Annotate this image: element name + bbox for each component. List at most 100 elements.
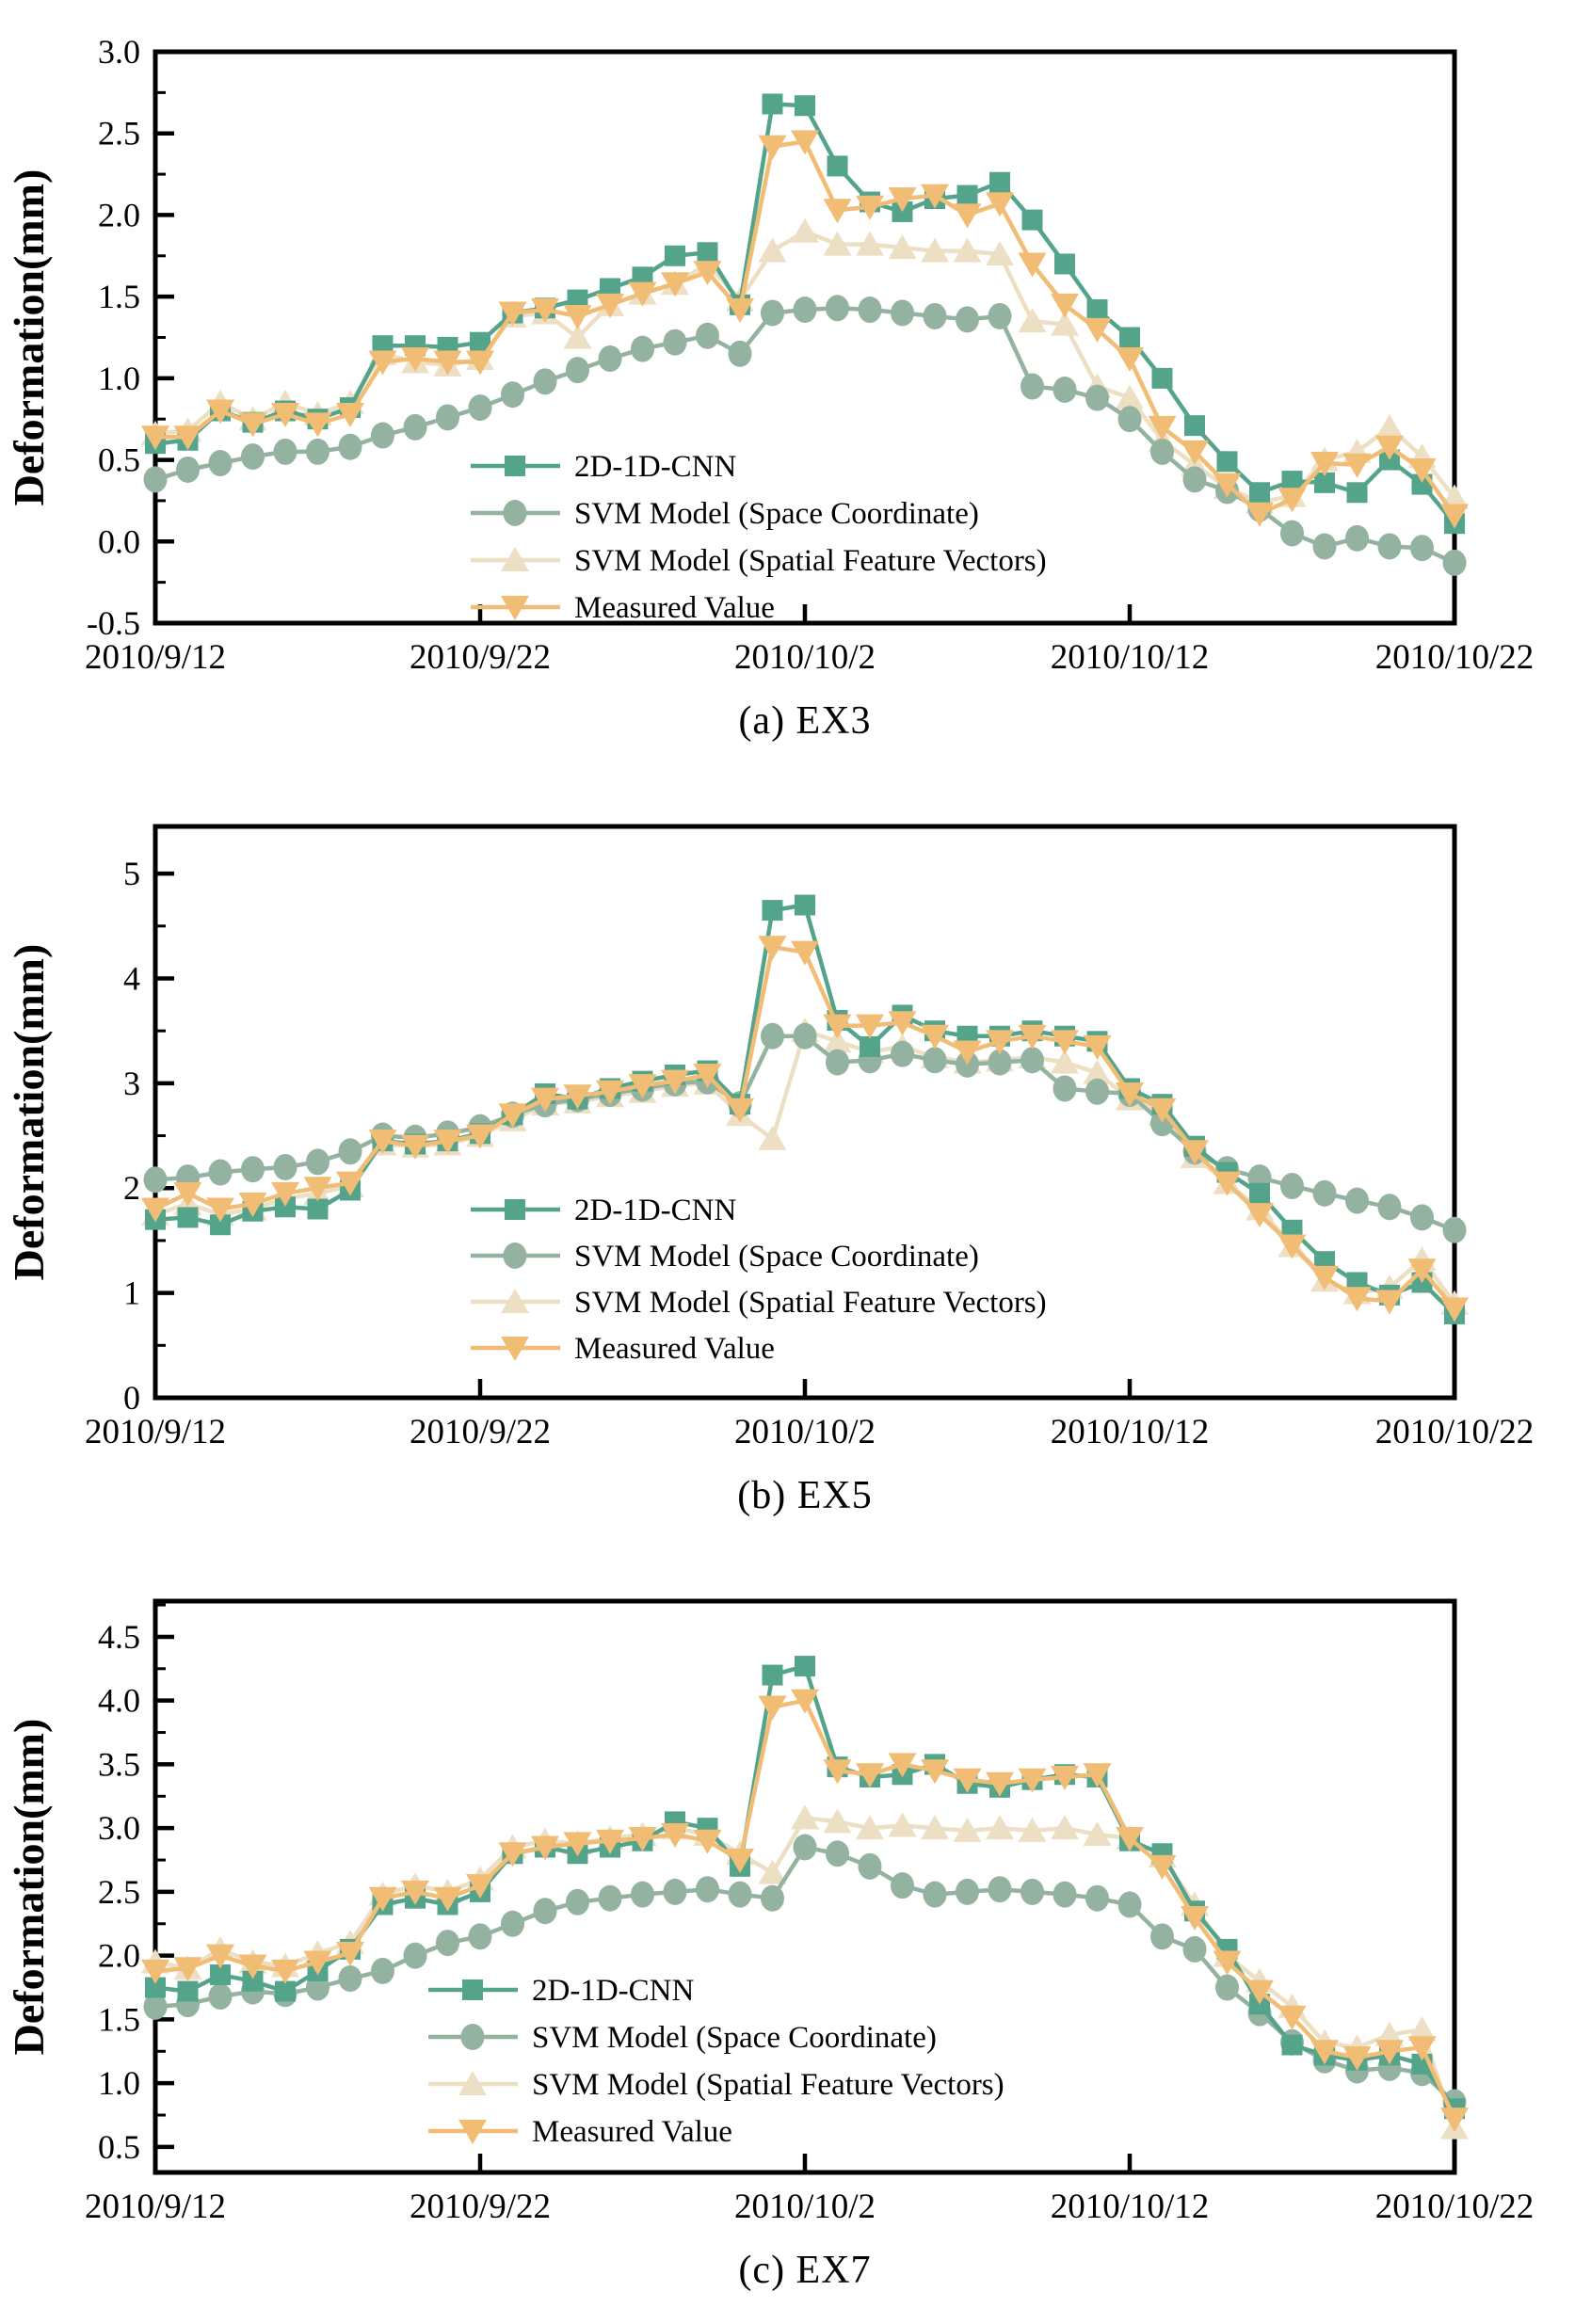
marker-square: [1281, 471, 1303, 492]
marker-square: [145, 1977, 166, 1998]
y-tick-label: -0.5: [87, 604, 140, 642]
marker-triangle-up: [1051, 311, 1079, 336]
y-tick-label: 1.0: [98, 2064, 140, 2102]
marker-triangle-down: [888, 187, 917, 213]
marker-square: [210, 1214, 231, 1236]
marker-circle: [176, 456, 200, 483]
marker-triangle-up: [1375, 2021, 1404, 2046]
marker-circle: [793, 1834, 817, 1861]
marker-triangle-down: [563, 1084, 592, 1110]
marker-square: [1216, 451, 1238, 473]
marker-triangle-down: [953, 1040, 982, 1066]
marker-triangle-down: [368, 350, 397, 376]
marker-triangle-down: [368, 1886, 397, 1912]
plot-background: [0, 1549, 1575, 2324]
y-tick-label: 2.0: [98, 196, 140, 233]
marker-circle: [1117, 406, 1142, 433]
marker-triangle-up: [823, 1028, 852, 1053]
marker-square: [956, 184, 978, 206]
marker-circle: [208, 1983, 233, 2011]
marker-square: [275, 1196, 296, 1218]
legend-item-2d-1d-cnn: 2D-1D-CNN: [471, 1194, 736, 1227]
marker-circle: [501, 1910, 524, 1937]
marker-circle: [631, 335, 654, 362]
marker-square: [827, 155, 848, 177]
marker-triangle-down: [1375, 1290, 1404, 1315]
marker-circle: [273, 1153, 297, 1180]
marker-triangle-down: [238, 412, 267, 438]
x-tick-label: 2010/10/22: [1375, 2188, 1535, 2226]
marker-triangle-down: [271, 403, 299, 428]
marker-triangle-down: [401, 1134, 429, 1160]
y-tick-label: 2: [123, 1169, 140, 1207]
y-tick-label: 4.0: [98, 1682, 140, 1720]
marker-triangle-down: [368, 1130, 397, 1155]
marker-circle: [1085, 1078, 1109, 1105]
legend: 2D-1D-CNN SVM Model (Space Coordinate) SVM…: [428, 1974, 1004, 2149]
marker-triangle-down: [1278, 488, 1307, 513]
marker-triangle-down: [303, 1950, 332, 1976]
marker-circle: [631, 1881, 654, 1908]
x-tick-label: 2010/10/22: [1375, 1413, 1535, 1451]
marker-triangle-down: [1051, 1765, 1079, 1790]
marker-circle: [1442, 549, 1467, 576]
legend-marker-triangle-up: [458, 2071, 487, 2095]
marker-triangle-down: [856, 1763, 884, 1788]
marker-triangle-down: [1342, 2046, 1372, 2072]
marker-triangle-down: [206, 1944, 234, 1969]
plot-border: [153, 49, 1457, 626]
marker-triangle-down: [1051, 293, 1079, 318]
marker-triangle-down: [498, 301, 527, 327]
marker-triangle-down: [1148, 415, 1177, 441]
plot-background: [0, 0, 1575, 775]
y-tick-label: 3.0: [98, 1809, 140, 1847]
legend-marker-circle: [503, 500, 527, 526]
legend-item-svm-model-space-coordinate: SVM Model (Space Coordinate): [471, 497, 979, 531]
marker-circle: [761, 1884, 784, 1912]
marker-square: [177, 1980, 199, 2002]
chart-b-block: 5 4 3 2 1 0 2010/9/12 2010/9/22 2010/10/2 2010/10…: [0, 775, 1575, 1549]
marker-circle: [143, 466, 168, 493]
marker-circle: [566, 357, 589, 384]
marker-triangle-down: [758, 1695, 787, 1721]
legend-item-measured-value: Measured Value: [471, 1332, 775, 1366]
marker-circle: [1215, 1974, 1239, 2001]
x-tick-label: 2010/9/22: [410, 2188, 551, 2226]
marker-triangle-down: [466, 350, 494, 376]
marker-triangle-up: [1051, 1049, 1079, 1074]
marker-triangle-up: [888, 1812, 917, 1837]
marker-triangle-down: [271, 1181, 299, 1207]
marker-triangle-down: [1246, 1979, 1274, 2005]
marker-triangle-down: [498, 1103, 527, 1129]
x-tick-label: 2010/9/12: [85, 1413, 226, 1451]
y-tick-label: 3: [123, 1065, 140, 1102]
marker-triangle-up: [563, 324, 592, 349]
marker-triangle-down: [1213, 473, 1242, 498]
marker-circle: [826, 1049, 849, 1076]
marker-circle: [273, 438, 297, 465]
marker-triangle-down: [1213, 1950, 1242, 1976]
marker-circle: [1150, 1923, 1174, 1950]
legend-item-svm-model-space-coordinate: SVM Model (Space Coordinate): [428, 2021, 937, 2055]
marker-circle: [403, 413, 427, 441]
marker-circle: [858, 297, 882, 324]
y-tick-label: 4.5: [98, 1618, 140, 1656]
legend-item-measured-value: Measured Value: [471, 591, 775, 625]
marker-square: [697, 242, 718, 264]
y-tick-label: 3.0: [98, 33, 140, 71]
marker-triangle-down: [1278, 1234, 1307, 1259]
marker-triangle-down: [1440, 1297, 1469, 1322]
marker-circle: [728, 340, 752, 367]
marker-triangle-down: [1083, 1034, 1112, 1060]
plot-border: [153, 824, 1457, 1401]
marker-triangle-up: [758, 1859, 787, 1884]
legend-label: SVM Model (Space Coordinate): [574, 497, 979, 531]
marker-triangle-down: [726, 1098, 754, 1123]
marker-triangle-up: [1116, 384, 1144, 409]
y-tick-label: 0.5: [98, 441, 140, 479]
marker-triangle-down: [1407, 457, 1437, 483]
chart-c-block: 4.5 4.0 3.5 3.0 2.5 2.0 1.5 1.0 0.5 2010/9/12 2010…: [0, 1549, 1575, 2324]
marker-triangle-down: [921, 1024, 949, 1050]
marker-triangle-down: [726, 298, 754, 324]
